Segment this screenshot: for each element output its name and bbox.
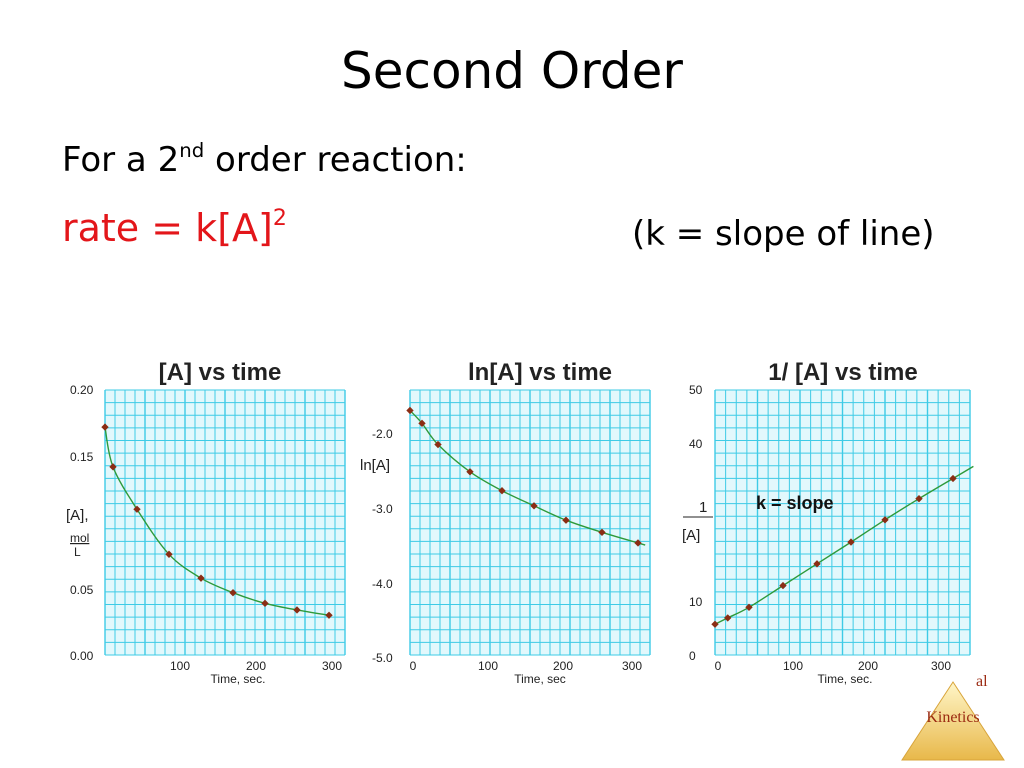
chart-title: ln[A] vs time: [468, 359, 612, 386]
plot-area: [711, 389, 974, 656]
x-tick-label: 300: [622, 659, 642, 673]
y-tick-label: 0.15: [70, 450, 94, 464]
y-tick-label: -5.0: [372, 651, 393, 665]
x-tick-label: 100: [170, 659, 190, 673]
plot-area: [101, 389, 346, 656]
y-tick-label: 10: [689, 595, 703, 609]
intro-superscript: nd: [179, 138, 205, 162]
y-axis-label-denominator: [A]: [682, 527, 700, 544]
kinetics-badge: al Kinetics: [901, 673, 1005, 761]
data-points: [101, 423, 333, 619]
badge-label: Kinetics: [926, 709, 979, 726]
x-tick-label: 100: [478, 659, 498, 673]
intro-text: For a 2nd order reaction:: [62, 138, 467, 180]
slope-note: (k = slope of line): [632, 214, 935, 254]
x-tick-label: 300: [931, 659, 951, 673]
data-point: [229, 589, 237, 597]
data-point: [813, 560, 821, 568]
chart-title: 1/ [A] vs time: [768, 359, 917, 386]
badge-partial-text: al: [976, 673, 988, 690]
data-point: [325, 611, 333, 619]
x-tick-label: 100: [783, 659, 803, 673]
y-tick-label: -3.0: [372, 502, 393, 516]
y-tick-label: 50: [689, 383, 703, 397]
chart-title: [A] vs time: [159, 359, 282, 386]
data-point: [109, 463, 117, 471]
data-point: [915, 494, 923, 503]
y-axis-unit-numerator: mol: [70, 531, 89, 545]
triangle-shape: [901, 681, 1005, 761]
x-axis-label: Time, sec: [514, 672, 566, 686]
data-point: [466, 468, 474, 476]
x-tick-label: 300: [322, 659, 342, 673]
y-axis-label: ln[A]: [360, 457, 390, 474]
chart-ln-concentration-vs-time: ln[A] vs time -2.0 -3.0 -4.0 -5.0 ln[A] …: [360, 359, 651, 686]
x-axis-label: Time, sec.: [818, 672, 873, 686]
y-tick-label: -2.0: [372, 427, 393, 441]
x-tick-label: 200: [246, 659, 266, 673]
chart-inverse-concentration-vs-time: 1/ [A] vs time 50 40 10 0 1 [A] k = slop…: [682, 359, 974, 686]
x-axis-label: Time, sec.: [211, 672, 266, 686]
x-tick-label: 0: [715, 659, 722, 673]
y-axis-unit-denominator: L: [74, 545, 81, 559]
rate-law-exponent: 2: [272, 206, 287, 232]
x-tick-label: 200: [553, 659, 573, 673]
data-point: [101, 423, 109, 431]
slide-title: Second Order: [341, 42, 683, 100]
y-tick-label: 0.00: [70, 649, 94, 663]
y-tick-label: 0.05: [70, 583, 94, 597]
rate-law: rate = k[A]2: [62, 206, 287, 250]
data-point: [418, 419, 426, 427]
data-point: [197, 574, 205, 582]
y-axis-label: [A],: [66, 507, 89, 524]
slope-annotation: k = slope: [756, 493, 834, 513]
rate-law-prefix: rate = k[A]: [62, 206, 273, 250]
gridlines: [714, 389, 971, 656]
y-tick-label: 0.20: [70, 383, 94, 397]
data-point: [293, 606, 301, 614]
y-tick-label: -4.0: [372, 577, 393, 591]
data-point: [133, 505, 141, 513]
intro-prefix: For a 2: [62, 140, 180, 180]
data-point: [434, 440, 442, 449]
gridlines: [409, 389, 651, 656]
y-tick-label: 0: [689, 649, 696, 663]
y-tick-label: 40: [689, 437, 703, 451]
x-tick-label: 0: [410, 659, 417, 673]
y-axis-label-numerator: 1: [699, 499, 707, 516]
intro-suffix: order reaction:: [204, 140, 467, 180]
x-tick-label: 200: [858, 659, 878, 673]
chart-concentration-vs-time: [A] vs time 0.20 0.15 0.05 0.00 [A], mol…: [66, 359, 346, 686]
plot-area: [406, 389, 651, 656]
